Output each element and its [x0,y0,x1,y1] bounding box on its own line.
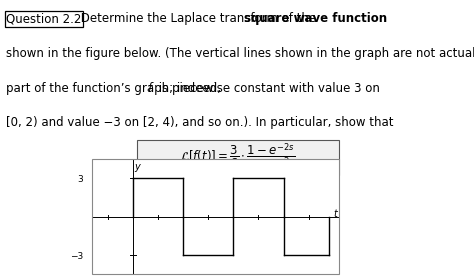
Text: t: t [334,209,337,219]
Text: is piecewise constant with value 3 on: is piecewise constant with value 3 on [155,82,380,95]
Text: Determine the Laplace transform of the: Determine the Laplace transform of the [77,12,319,25]
Text: [0, 2) and value −3 on [2, 4), and so on.). In particular, show that: [0, 2) and value −3 on [2, 4), and so on… [6,116,394,129]
Text: part of the function’s graph; indeed,: part of the function’s graph; indeed, [6,82,225,95]
Text: f: f [147,82,152,95]
Text: Question 2.2: Question 2.2 [6,12,82,25]
Text: square wave function: square wave function [244,12,387,25]
Text: $\mathcal{L}[f(t)] = \dfrac{3}{s} \cdot \dfrac{1-e^{-2s}}{1+e^{-2s}}$: $\mathcal{L}[f(t)] = \dfrac{3}{s} \cdot … [181,142,296,173]
Text: shown in the figure below. (The vertical lines shown in the graph are not actual: shown in the figure below. (The vertical… [6,47,474,60]
Text: y: y [134,162,140,172]
FancyBboxPatch shape [137,140,339,175]
